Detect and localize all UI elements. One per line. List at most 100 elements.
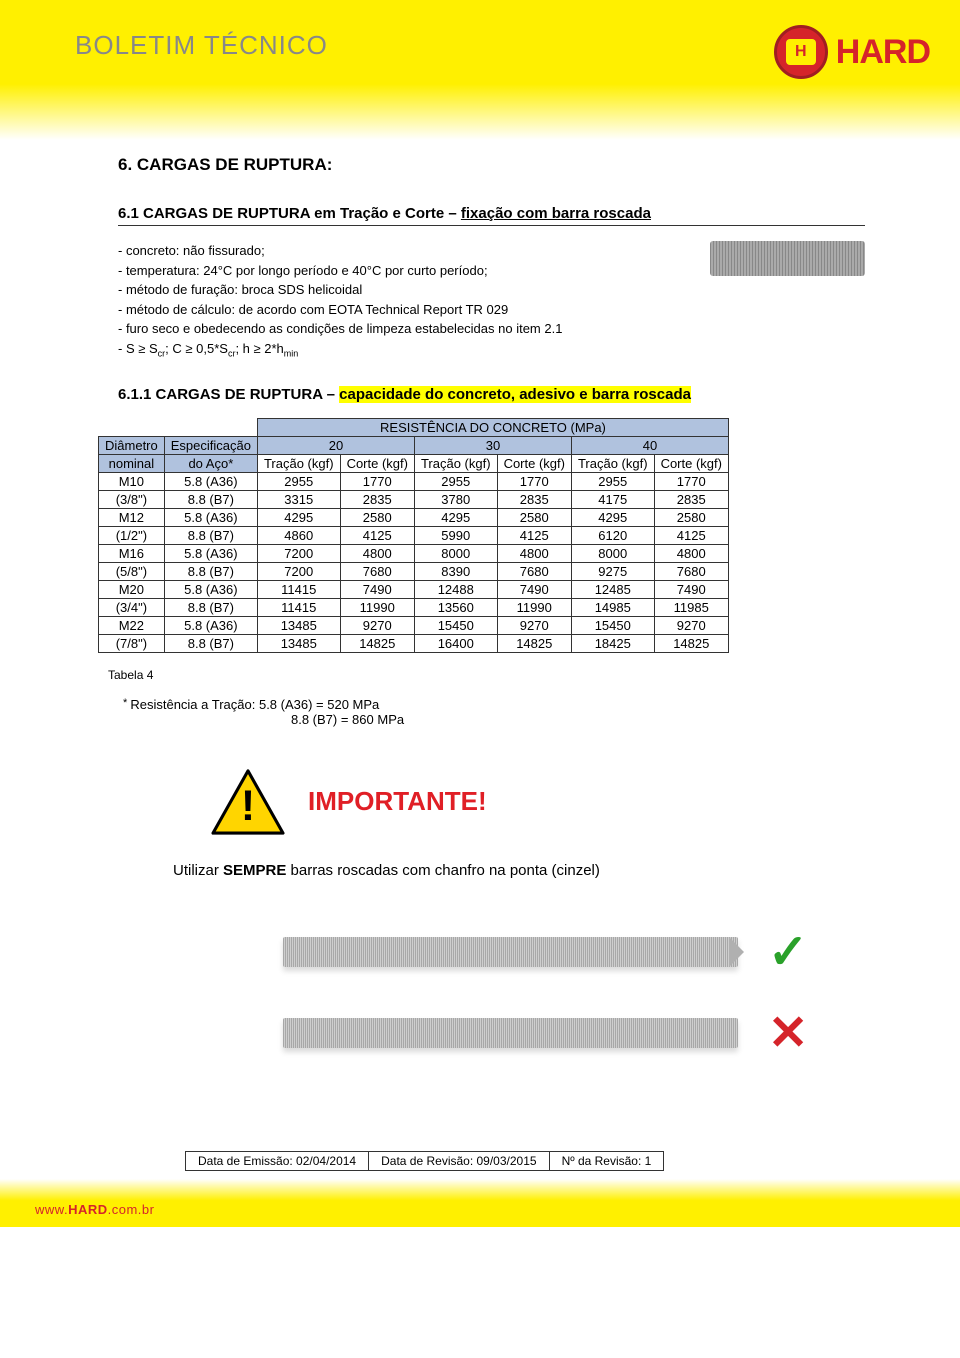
cell: 5.8 (A36) <box>164 508 257 526</box>
check-icon: ✓ <box>768 924 808 980</box>
col-group: 40 <box>571 436 728 454</box>
table-caption: Tabela 4 <box>108 668 865 682</box>
table-row: (5/8")8.8 (B7)720076808390768092757680 <box>99 562 729 580</box>
cell: 11985 <box>654 598 728 616</box>
rupture-table: RESISTÊNCIA DO CONCRETO (MPa) Diâmetro E… <box>98 418 729 653</box>
brand-logo: H HARD <box>774 25 930 79</box>
cell: 2955 <box>414 472 497 490</box>
table-row: M125.8 (A36)429525804295258042952580 <box>99 508 729 526</box>
cell: 2835 <box>497 490 571 508</box>
table-row: Diâmetro Especificação 20 30 40 <box>99 436 729 454</box>
cell: 7200 <box>257 544 340 562</box>
threaded-rod-icon <box>710 241 865 276</box>
cell: 8.8 (B7) <box>164 634 257 652</box>
usage-bold: SEMPRE <box>223 862 286 879</box>
cell: 4800 <box>654 544 728 562</box>
table-row: nominal do Aço* Tração (kgf) Corte (kgf)… <box>99 454 729 472</box>
footer-url: www.HARD.com.br <box>35 1202 154 1217</box>
sub-header: Tração (kgf) <box>571 454 654 472</box>
cell: 7680 <box>654 562 728 580</box>
table-row: M165.8 (A36)720048008000480080004800 <box>99 544 729 562</box>
cell: 4175 <box>571 490 654 508</box>
cell: 8000 <box>571 544 654 562</box>
cell: (3/4") <box>99 598 165 616</box>
cell: 9270 <box>654 616 728 634</box>
table-row: M205.8 (A36)114157490124887490124857490 <box>99 580 729 598</box>
cell: (3/8") <box>99 490 165 508</box>
example-correct: ✓ <box>283 924 865 980</box>
col-group: 30 <box>414 436 571 454</box>
cell: 5.8 (A36) <box>164 472 257 490</box>
cell: 4295 <box>414 508 497 526</box>
logo-badge-icon: H <box>774 25 828 79</box>
cell: 4295 <box>257 508 340 526</box>
cell: 11415 <box>257 580 340 598</box>
cell: 14825 <box>340 634 414 652</box>
cell: 2835 <box>340 490 414 508</box>
table-row: M105.8 (A36)295517702955177029551770 <box>99 472 729 490</box>
cell: 11415 <box>257 598 340 616</box>
chamfered-rod-icon <box>283 937 738 967</box>
cell: 12488 <box>414 580 497 598</box>
table-row: M225.8 (A36)134859270154509270154509270 <box>99 616 729 634</box>
cell: 7490 <box>340 580 414 598</box>
cell: 8.8 (B7) <box>164 490 257 508</box>
col-header: Especificação <box>164 436 257 454</box>
sub-header: Tração (kgf) <box>414 454 497 472</box>
cell: 5.8 (A36) <box>164 616 257 634</box>
subtitle-underline: fixação com barra roscada <box>461 205 651 222</box>
important-callout: ! IMPORTANTE! <box>208 767 865 837</box>
cell: 8.8 (B7) <box>164 526 257 544</box>
footnote: * Resistência a Tração: 5.8 (A36) = 520 … <box>123 697 865 727</box>
cell: 5.8 (A36) <box>164 580 257 598</box>
cell: 16400 <box>414 634 497 652</box>
cell: 12485 <box>571 580 654 598</box>
spec-list: - concreto: não fissurado; - temperatura… <box>118 241 695 361</box>
cell: (1/2") <box>99 526 165 544</box>
revision-date: Data de Revisão: 09/03/2015 <box>369 1151 549 1170</box>
cell: 7490 <box>497 580 571 598</box>
subsection-611: 6.1.1 CARGAS DE RUPTURA – capacidade do … <box>118 386 865 403</box>
cell: 4800 <box>340 544 414 562</box>
cell: 8.8 (B7) <box>164 598 257 616</box>
cell: 11990 <box>340 598 414 616</box>
sub-header: Corte (kgf) <box>654 454 728 472</box>
cell: 1770 <box>654 472 728 490</box>
cell: 4860 <box>257 526 340 544</box>
col-header: do Aço* <box>164 454 257 472</box>
subtitle-prefix: 6.1 CARGAS DE RUPTURA em Tração e Corte … <box>118 205 461 222</box>
table-row: (3/8")8.8 (B7)331528353780283541752835 <box>99 490 729 508</box>
cell: 13560 <box>414 598 497 616</box>
spec-item: - concreto: não fissurado; <box>118 241 695 261</box>
cell: 9275 <box>571 562 654 580</box>
cell: 8000 <box>414 544 497 562</box>
cell: 5990 <box>414 526 497 544</box>
cell: 11990 <box>497 598 571 616</box>
cell: 2580 <box>340 508 414 526</box>
spec-formula: - S ≥ Scr; C ≥ 0,5*Scr; h ≥ 2*hmin <box>118 339 695 361</box>
cell: 8390 <box>414 562 497 580</box>
cell: 7200 <box>257 562 340 580</box>
emission-date: Data de Emissão: 02/04/2014 <box>186 1151 369 1170</box>
page-content: 6. CARGAS DE RUPTURA: 6.1 CARGAS DE RUPT… <box>0 155 960 1061</box>
brand-name: HARD <box>836 33 930 72</box>
cell: 18425 <box>571 634 654 652</box>
cell: (5/8") <box>99 562 165 580</box>
sub611-highlight: capacidade do concreto, adesivo e barra … <box>339 386 691 403</box>
usage-suffix: barras roscadas com chanfro na ponta (ci… <box>286 862 599 879</box>
revision-number: Nº da Revisão: 1 <box>549 1151 664 1170</box>
spec-item: - furo seco e obedecendo as condições de… <box>118 319 695 339</box>
spec-item: - método de furação: broca SDS helicoida… <box>118 280 695 300</box>
cell: M16 <box>99 544 165 562</box>
section-title: 6. CARGAS DE RUPTURA: <box>118 155 865 175</box>
footer-bar: www.HARD.com.br <box>0 1179 960 1227</box>
usage-instruction: Utilizar SEMPRE barras roscadas com chan… <box>173 862 865 879</box>
footnote-1: Resistência a Tração: 5.8 (A36) = 520 MP… <box>130 697 379 712</box>
cell: 13485 <box>257 616 340 634</box>
col-header: nominal <box>99 454 165 472</box>
spec-item: - temperatura: 24°C por longo período e … <box>118 261 695 281</box>
footnote-2: 8.8 (B7) = 860 MPa <box>291 712 865 727</box>
cell: 2580 <box>497 508 571 526</box>
cell: M20 <box>99 580 165 598</box>
cell: 2955 <box>257 472 340 490</box>
